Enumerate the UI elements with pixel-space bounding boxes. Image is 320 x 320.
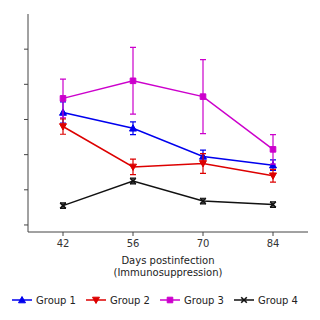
legend-label: Group 1 (36, 295, 76, 306)
data-point (60, 124, 67, 130)
data-point (200, 94, 206, 100)
legend-label: Group 4 (258, 295, 298, 306)
data-point (60, 96, 66, 102)
y-tick (24, 154, 28, 155)
x-tick-label: 70 (197, 238, 210, 249)
chart-container: 42 56 70 84 Days postinfection(Immunosuppres… (0, 0, 320, 320)
error-bar (200, 154, 206, 174)
x-tick-label: 42 (57, 238, 70, 249)
data-point (130, 78, 136, 84)
error-bar (60, 203, 66, 209)
error-bar (60, 119, 66, 134)
x-tick (133, 232, 134, 236)
error-bar (60, 79, 66, 118)
data-point (130, 125, 137, 131)
x-axis-line (28, 232, 308, 233)
series-group (60, 102, 277, 171)
series-group (60, 178, 276, 208)
error-bar (130, 178, 136, 184)
data-point (130, 164, 137, 170)
y-tick (24, 189, 28, 190)
y-tick (24, 119, 28, 120)
chart-svg: 42 56 70 84 Days postinfection(Immunosuppres… (0, 0, 320, 320)
data-point (270, 147, 276, 153)
legend-marker (93, 297, 100, 303)
series-line (63, 81, 273, 150)
error-bar (130, 122, 136, 135)
data-point (60, 203, 66, 209)
y-tick (24, 224, 28, 225)
error-bar (200, 60, 206, 134)
data-point (200, 198, 206, 204)
legend-item: Group 4 (234, 295, 298, 306)
legend-label: Group 2 (110, 295, 150, 306)
x-tick (203, 232, 204, 236)
x-tick-label: 84 (267, 238, 280, 249)
x-tick (273, 232, 274, 236)
data-point (130, 178, 136, 184)
data-point (200, 161, 207, 167)
y-tick (24, 84, 28, 85)
series-line (63, 112, 273, 165)
data-point (270, 202, 276, 208)
x-axis-label-line: Days postinfection (121, 255, 214, 266)
y-tick (24, 49, 28, 50)
x-tick (63, 232, 64, 236)
error-bar (130, 159, 136, 174)
error-bar (270, 169, 276, 182)
plot-area (60, 47, 277, 208)
x-axis-label-line: (Immunosuppression) (114, 267, 223, 278)
error-bar (130, 47, 136, 114)
x-tick-label: 56 (127, 238, 140, 249)
error-bar (270, 135, 276, 165)
legend-label: Group 3 (184, 295, 224, 306)
data-point (270, 173, 277, 179)
legend-item: Group 2 (86, 295, 150, 306)
legend-marker (241, 297, 247, 303)
x-axis-label: Days postinfection(Immunosuppression) (114, 255, 223, 278)
legend-marker (19, 297, 26, 303)
legend-item: Group 3 (160, 295, 224, 306)
series-line (63, 127, 273, 176)
legend-item: Group 1 (12, 295, 76, 306)
error-bar (270, 202, 276, 208)
legend: Group 1 Group 2 Group 3 Group 4 (12, 295, 298, 306)
series-group (60, 47, 276, 164)
series-line (63, 181, 273, 206)
legend-marker (167, 297, 173, 303)
y-axis-line (28, 14, 29, 232)
error-bar (200, 198, 206, 204)
